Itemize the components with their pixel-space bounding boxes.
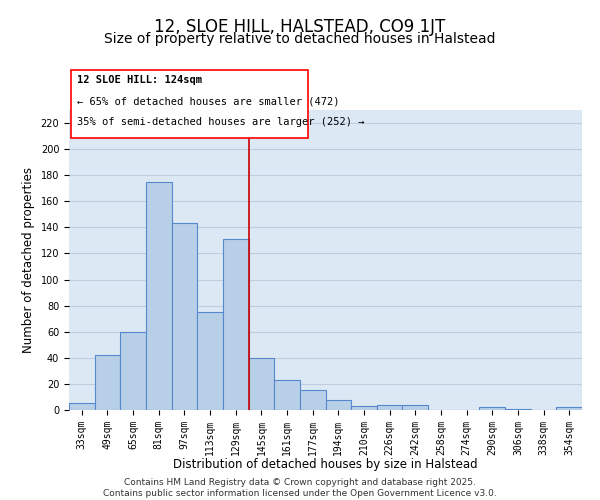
Bar bbox=[505, 408, 531, 410]
Bar bbox=[69, 404, 95, 410]
Text: 35% of semi-detached houses are larger (252) →: 35% of semi-detached houses are larger (… bbox=[77, 118, 364, 128]
Y-axis label: Number of detached properties: Number of detached properties bbox=[22, 167, 35, 353]
Text: 12 SLOE HILL: 124sqm: 12 SLOE HILL: 124sqm bbox=[77, 75, 202, 85]
Bar bbox=[300, 390, 325, 410]
Bar bbox=[325, 400, 351, 410]
Bar bbox=[121, 332, 146, 410]
X-axis label: Distribution of detached houses by size in Halstead: Distribution of detached houses by size … bbox=[173, 458, 478, 471]
Text: Size of property relative to detached houses in Halstead: Size of property relative to detached ho… bbox=[104, 32, 496, 46]
Text: 12, SLOE HILL, HALSTEAD, CO9 1JT: 12, SLOE HILL, HALSTEAD, CO9 1JT bbox=[154, 18, 446, 36]
Bar bbox=[403, 405, 428, 410]
Bar bbox=[274, 380, 300, 410]
Bar bbox=[377, 405, 403, 410]
Bar bbox=[95, 355, 121, 410]
Bar bbox=[197, 312, 223, 410]
Bar bbox=[248, 358, 274, 410]
Text: ← 65% of detached houses are smaller (472): ← 65% of detached houses are smaller (47… bbox=[77, 96, 340, 106]
Text: Contains HM Land Registry data © Crown copyright and database right 2025.
Contai: Contains HM Land Registry data © Crown c… bbox=[103, 478, 497, 498]
Bar bbox=[146, 182, 172, 410]
Bar bbox=[479, 408, 505, 410]
Bar bbox=[351, 406, 377, 410]
Bar bbox=[172, 224, 197, 410]
Bar bbox=[556, 408, 582, 410]
Bar bbox=[223, 239, 248, 410]
